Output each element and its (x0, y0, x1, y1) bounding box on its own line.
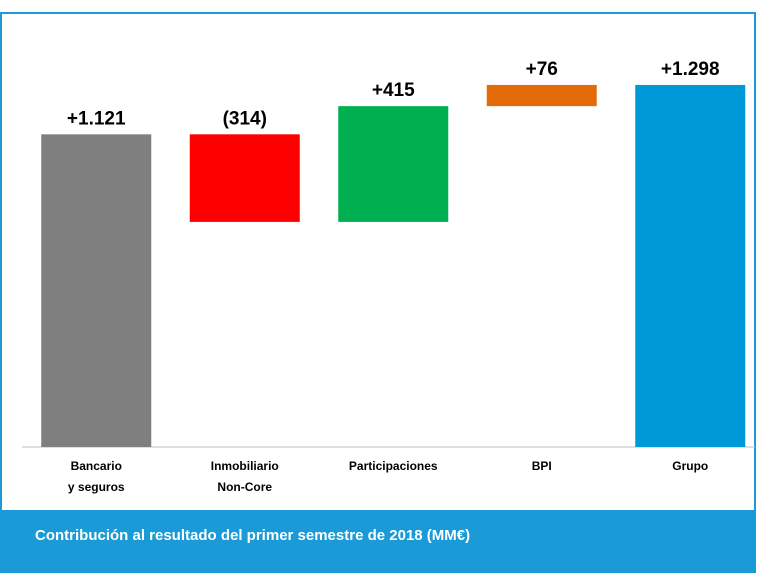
x-tick-label: y seguros (68, 480, 125, 494)
bar (635, 84, 746, 447)
value-label: (314) (223, 108, 267, 129)
x-tick-label: Bancario (71, 459, 122, 473)
value-label: +1.121 (67, 108, 126, 129)
value-label: +1.298 (661, 59, 720, 80)
x-tick-label: Non-Core (217, 480, 272, 494)
bar (41, 134, 152, 447)
value-label: +415 (372, 80, 415, 101)
x-tick-label: Grupo (672, 459, 708, 473)
value-label: +76 (526, 59, 558, 80)
bar (189, 134, 300, 222)
x-tick-label: Participaciones (349, 459, 438, 473)
bar (338, 106, 449, 222)
bar (486, 84, 597, 107)
x-tick-label: BPI (532, 459, 552, 473)
title-band (0, 510, 756, 573)
x-tick-label: Inmobiliario (211, 459, 279, 473)
chart-title: Contribución al resultado del primer sem… (35, 527, 470, 544)
